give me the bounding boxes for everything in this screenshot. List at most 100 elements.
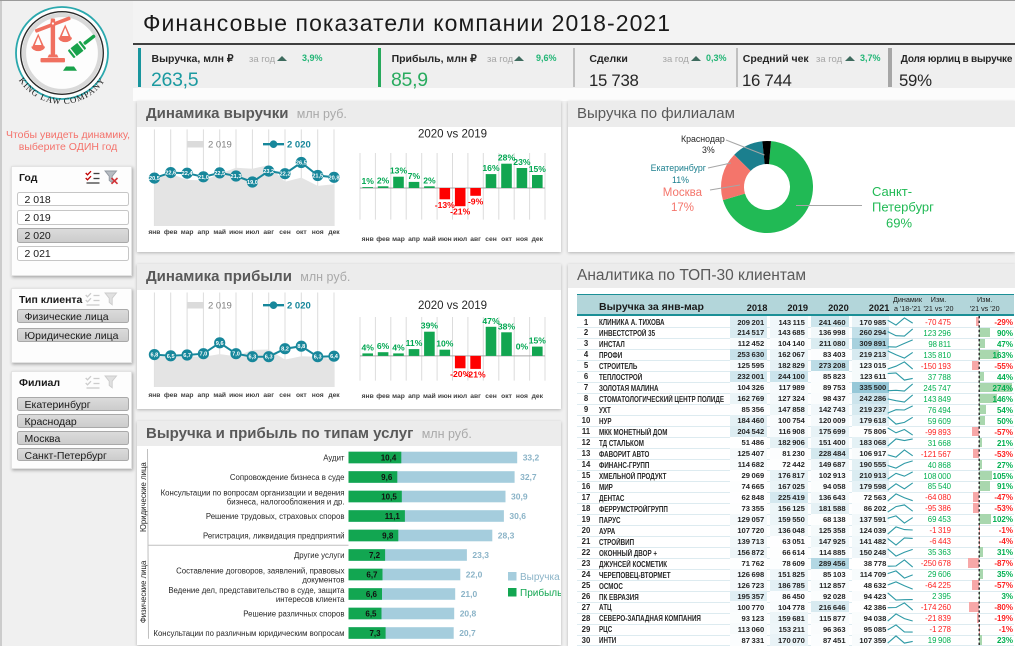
svg-text:10,5: 10,5	[381, 492, 397, 501]
svg-text:сен: сен	[485, 236, 496, 243]
svg-text:Другие услуги: Другие услуги	[294, 551, 345, 560]
svg-text:6%: 6%	[377, 341, 390, 351]
svg-text:Прибыль: Прибыль	[520, 587, 561, 599]
svg-text:июн: июн	[229, 392, 243, 399]
svg-text:Регистрация, ликвидация предпр: Регистрация, ликвидация предприятий	[203, 531, 345, 540]
svg-text:май: май	[423, 391, 436, 399]
svg-text:документов: документов	[302, 575, 344, 584]
svg-text:6,3: 6,3	[265, 354, 273, 360]
svg-text:6,7: 6,7	[183, 353, 191, 359]
svg-text:21,3: 21,3	[231, 174, 242, 180]
svg-text:8,2: 8,2	[281, 346, 289, 352]
svg-text:дек: дек	[532, 236, 544, 243]
svg-text:ноя: ноя	[312, 229, 324, 236]
svg-text:20,5: 20,5	[149, 176, 160, 182]
svg-text:ноя: ноя	[516, 392, 528, 399]
svg-text:11%: 11%	[672, 175, 689, 185]
svg-text:6,3: 6,3	[249, 354, 257, 360]
svg-text:июл: июл	[453, 392, 467, 399]
svg-text:16%: 16%	[482, 163, 500, 173]
svg-text:фев: фев	[376, 392, 390, 399]
svg-text:9,6: 9,6	[216, 340, 224, 346]
svg-text:23%: 23%	[513, 157, 531, 167]
svg-text:Краснодар: Краснодар	[681, 134, 725, 144]
svg-text:21,0: 21,0	[198, 175, 209, 181]
svg-text:дек: дек	[532, 392, 544, 399]
svg-text:мар: мар	[181, 229, 194, 236]
svg-text:15%: 15%	[529, 335, 547, 345]
svg-text:69%: 69%	[886, 216, 912, 231]
svg-text:3%: 3%	[702, 145, 715, 155]
svg-text:22,0: 22,0	[466, 569, 483, 579]
svg-text:бизнеса, налогообложения и др.: бизнеса, налогообложения и др.	[227, 497, 345, 506]
svg-text:-9%: -9%	[468, 196, 484, 206]
svg-text:7,3: 7,3	[369, 628, 381, 637]
svg-text:2%: 2%	[377, 175, 390, 185]
svg-text:20,8: 20,8	[460, 608, 477, 618]
svg-text:7,0: 7,0	[232, 351, 240, 357]
svg-text:2%: 2%	[423, 175, 436, 185]
svg-text:Екатеринбург: Екатеринбург	[651, 163, 706, 173]
svg-text:22,5: 22,5	[214, 171, 225, 177]
svg-text:22,4: 22,4	[182, 171, 194, 177]
svg-text:авг: авг	[263, 229, 274, 236]
svg-text:19,0: 19,0	[247, 180, 258, 186]
svg-text:21,5: 21,5	[312, 174, 323, 180]
svg-text:2 020: 2 020	[287, 300, 311, 311]
svg-text:2 019: 2 019	[208, 300, 232, 311]
svg-text:окт: окт	[501, 392, 512, 399]
svg-text:2020 vs 2019: 2020 vs 2019	[418, 300, 487, 312]
svg-text:май: май	[213, 391, 226, 399]
svg-text:11%: 11%	[406, 338, 423, 348]
svg-text:май: май	[213, 228, 226, 236]
svg-text:Составление договоров, заявлен: Составление договоров, заявлений, правов…	[176, 566, 344, 575]
svg-text:7%: 7%	[408, 171, 421, 181]
svg-text:сен: сен	[279, 229, 290, 236]
svg-text:июн: июн	[438, 236, 452, 243]
svg-text:авг: авг	[470, 236, 481, 243]
svg-text:7,2: 7,2	[369, 550, 381, 559]
svg-text:окт: окт	[501, 236, 512, 243]
svg-text:апр: апр	[408, 236, 420, 243]
svg-text:фев: фев	[164, 392, 178, 399]
svg-text:Ведение дел, представительство: Ведение дел, представительство в суде, з…	[168, 585, 345, 594]
svg-text:32,7: 32,7	[520, 472, 537, 482]
svg-text:июн: июн	[438, 392, 452, 399]
svg-text:-21%: -21%	[450, 207, 470, 217]
svg-text:2 020: 2 020	[287, 140, 311, 151]
svg-text:6,4: 6,4	[330, 354, 339, 360]
svg-text:Москва: Москва	[663, 187, 703, 199]
svg-text:6,7: 6,7	[366, 570, 378, 579]
svg-text:сен: сен	[485, 392, 496, 399]
svg-text:фев: фев	[376, 236, 390, 243]
svg-text:мар: мар	[392, 392, 405, 399]
svg-text:2 019: 2 019	[208, 140, 232, 151]
svg-text:авг: авг	[470, 392, 481, 399]
svg-text:4%: 4%	[392, 342, 405, 352]
svg-text:13%: 13%	[390, 166, 408, 176]
svg-text:33,2: 33,2	[523, 452, 540, 462]
svg-text:Аудит: Аудит	[323, 453, 345, 462]
svg-text:апр: апр	[197, 229, 209, 236]
svg-text:26,5: 26,5	[296, 161, 307, 167]
svg-text:мар: мар	[181, 392, 194, 399]
svg-text:15%: 15%	[529, 164, 547, 174]
svg-text:22,6: 22,6	[165, 171, 176, 177]
svg-text:янв: янв	[148, 229, 160, 236]
svg-text:28%: 28%	[498, 153, 516, 163]
svg-text:апр: апр	[197, 392, 209, 399]
svg-text:9,6: 9,6	[381, 472, 393, 481]
svg-text:окт: окт	[296, 229, 307, 236]
svg-text:авг: авг	[263, 392, 274, 399]
svg-text:38%: 38%	[498, 321, 516, 331]
svg-text:30,9: 30,9	[511, 491, 528, 501]
svg-text:Консультации по вопросам орган: Консультации по вопросам организации и в…	[161, 488, 345, 497]
svg-text:39%: 39%	[421, 320, 439, 330]
svg-text:мар: мар	[392, 236, 405, 243]
svg-text:-20%: -20%	[450, 368, 470, 378]
svg-text:28,3: 28,3	[498, 530, 515, 540]
svg-text:22,2: 22,2	[280, 172, 291, 178]
svg-text:47%: 47%	[482, 315, 500, 325]
svg-text:-13%: -13%	[435, 200, 455, 210]
svg-text:7,0: 7,0	[200, 351, 208, 357]
